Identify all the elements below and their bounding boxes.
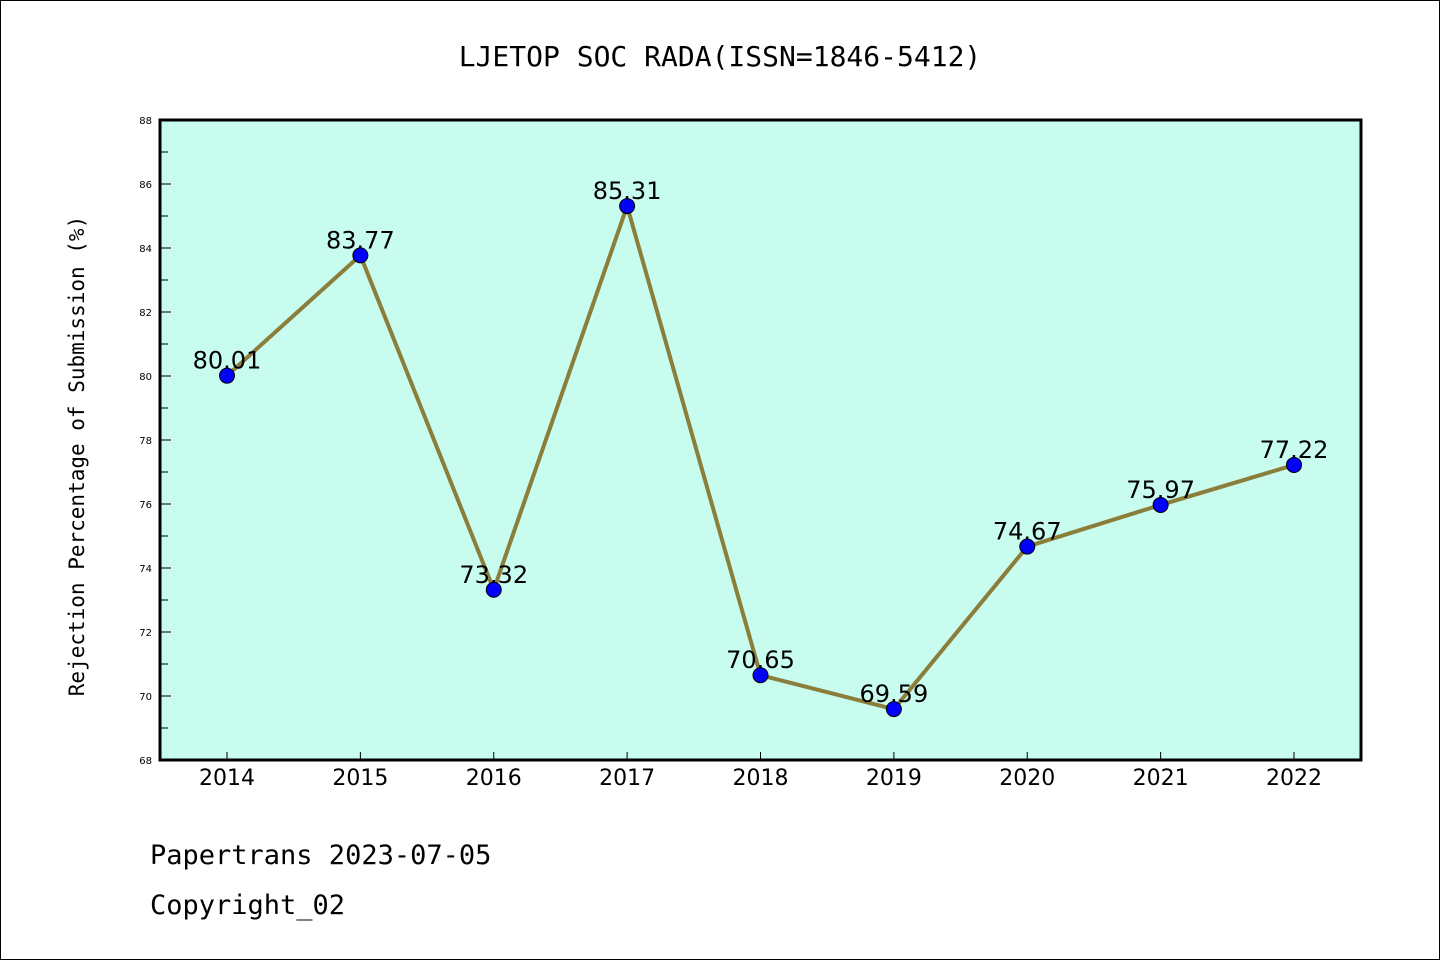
data-labels: 80.01 83.77 73.32 85.31 70.65 69.59 74.67 75.97… — [193, 177, 1329, 708]
x-tick-label: 2014 — [199, 766, 255, 791]
y-tick-label: 78 — [139, 436, 152, 447]
plot-border — [158, 118, 1363, 762]
plot-area — [160, 120, 1361, 760]
y-tick-label: 70 — [139, 692, 152, 703]
y-tick-label: 80 — [139, 372, 152, 383]
data-label: 77.22 — [1260, 436, 1329, 464]
y-axis-label: Rejection Percentage of Submission (%) — [65, 216, 89, 696]
chart-title: LJETOP SOC RADA(ISSN=1846-5412) — [459, 40, 982, 73]
data-point — [885, 701, 902, 718]
data-label: 85.31 — [593, 177, 662, 205]
data-point — [1019, 538, 1036, 555]
data-points — [219, 198, 1302, 718]
y-tick-label: 74 — [139, 564, 152, 575]
x-tick-label: 2021 — [1133, 766, 1189, 791]
data-label: 83.77 — [326, 226, 395, 254]
data-point — [752, 667, 769, 684]
footer-date: Papertrans 2023-07-05 — [150, 840, 491, 871]
x-tick-label: 2015 — [332, 766, 388, 791]
x-tick-label: 2020 — [999, 766, 1055, 791]
y-tick-label: 84 — [139, 244, 152, 255]
x-axis: 2014 2015 2016 2017 2018 2019 2020 2021 2022 — [199, 752, 1322, 791]
x-tick-label: 2018 — [733, 766, 789, 791]
data-label: 74.67 — [993, 518, 1062, 546]
data-point — [619, 198, 636, 215]
data-label: 80.01 — [193, 347, 262, 375]
data-label: 73.32 — [459, 561, 528, 589]
x-tick-label: 2019 — [866, 766, 922, 791]
y-tick-label: 68 — [139, 756, 152, 767]
y-tick-label: 72 — [139, 628, 152, 639]
footer-copyright: Copyright_02 — [150, 890, 345, 921]
x-tick-label: 2022 — [1266, 766, 1322, 791]
y-tick-label: 76 — [139, 500, 152, 511]
y-tick-label: 82 — [139, 308, 152, 319]
data-label: 75.97 — [1126, 476, 1195, 504]
data-point — [219, 367, 235, 384]
data-label: 70.65 — [726, 646, 795, 674]
data-point — [1286, 456, 1302, 473]
x-tick-label: 2016 — [466, 766, 522, 791]
y-tick-label: 88 — [139, 116, 152, 127]
data-label: 69.59 — [860, 680, 929, 708]
data-point — [1152, 496, 1169, 513]
data-point — [352, 247, 369, 264]
data-point — [485, 581, 502, 598]
x-tick-label: 2017 — [599, 766, 655, 791]
y-tick-label: 86 — [139, 180, 152, 191]
